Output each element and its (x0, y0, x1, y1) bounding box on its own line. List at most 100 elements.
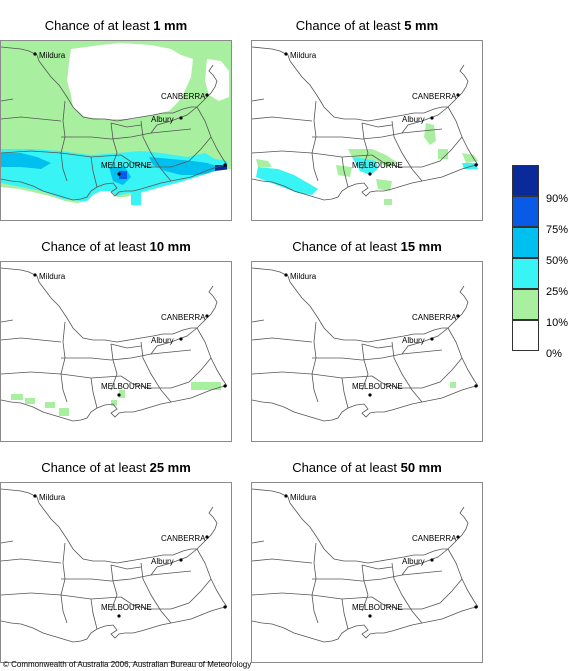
boundary-line (196, 106, 228, 166)
town-marker (33, 273, 37, 277)
boundary-line (110, 343, 118, 391)
town-marker (117, 172, 121, 176)
panel-title: Chance of at least 15 mm (292, 239, 442, 254)
town-marker (456, 314, 460, 318)
canberra-label: CANBERRA (161, 313, 206, 322)
melbourne-label: MELBOURNE (352, 603, 403, 612)
boundary-line (196, 506, 218, 550)
basemap: Mildura CANBERRA Albury MELBOURNE (1, 488, 228, 643)
town-marker (284, 494, 288, 498)
map-frame: Mildura CANBERRA Albury MELBOURNE (251, 261, 483, 442)
boundary-line (252, 319, 265, 323)
probability-area (256, 159, 272, 167)
boundary-line (90, 156, 98, 188)
boundary-line (61, 570, 192, 582)
boundary-line (252, 164, 479, 201)
probability-area (424, 123, 436, 145)
boundary-line (140, 120, 162, 170)
boundary-line (1, 385, 228, 422)
probability-area (384, 199, 392, 205)
boundary-line (252, 267, 291, 283)
boundary-line (1, 164, 228, 201)
boundary-line (196, 548, 228, 608)
boundary-line (281, 150, 373, 158)
map-frame: Mildura CANBERRA Albury MELBOURNE (251, 482, 483, 663)
boundary-line (311, 542, 317, 596)
probability-area (256, 167, 318, 195)
boundary-line (447, 64, 469, 108)
probability-area (111, 400, 117, 406)
boundary-line (30, 371, 122, 379)
boundary-line (60, 321, 66, 375)
boundary-line (196, 64, 218, 108)
boundary-line (1, 540, 14, 544)
town-marker (430, 337, 434, 341)
boundary-line (110, 564, 118, 612)
probability-area (11, 394, 23, 400)
boundary-line (196, 285, 218, 329)
boundary-line (252, 46, 291, 62)
probability-area (1, 169, 231, 220)
mildura-label: Mildura (39, 51, 66, 60)
legend-label-90: 90% (546, 193, 569, 205)
boundary-line (1, 116, 62, 122)
probability-area (131, 191, 141, 205)
melbourne-label: MELBOURNE (352, 382, 403, 391)
boundary-line (90, 598, 98, 630)
melbourne-label: MELBOURNE (101, 603, 152, 612)
legend-swatch-50 (512, 227, 539, 258)
town-marker (456, 93, 460, 97)
probability-area (215, 165, 227, 171)
boundary-line (401, 327, 449, 355)
boundary-line (61, 349, 192, 361)
legend-label-50: 50% (546, 255, 569, 267)
boundary-line (1, 337, 62, 343)
panel-title: Chance of at least 10 mm (41, 239, 191, 254)
probability-fill (450, 382, 456, 388)
boundary-line (1, 150, 32, 154)
boundary-line (150, 548, 198, 576)
boundary-line (38, 60, 197, 122)
boundary-line (311, 100, 317, 154)
canberra-label: CANBERRA (412, 534, 457, 543)
legend-swatch-10 (512, 289, 539, 320)
boundary-line (289, 60, 448, 122)
melbourne-label: MELBOURNE (101, 161, 152, 170)
boundary-line (361, 564, 369, 612)
boundary-line (60, 100, 66, 154)
boundary-line (140, 562, 162, 612)
boundary-line (252, 150, 283, 154)
boundary-line (311, 152, 319, 182)
boundary-line (401, 548, 449, 576)
boundary-line (341, 377, 349, 409)
town-marker (33, 494, 37, 498)
boundary-line (120, 136, 212, 168)
boundary-line (1, 46, 40, 62)
canberra-label: CANBERRA (161, 92, 206, 101)
map-frame: Mildura CANBERRA Albury MELBOURNE (251, 40, 483, 221)
probability-area (59, 408, 69, 416)
boundary-line (30, 150, 122, 158)
boundary-line (312, 128, 443, 140)
boundary-line (447, 106, 479, 166)
legend-label-75: 75% (546, 224, 569, 236)
boundary-line (61, 128, 192, 140)
mildura-label: Mildura (290, 51, 317, 60)
mildura-label: Mildura (39, 272, 66, 281)
boundary-line (38, 281, 197, 343)
boundary-line (110, 122, 142, 128)
boundary-line (447, 548, 479, 608)
boundary-line (110, 564, 142, 570)
boundary-line (371, 136, 463, 168)
boundary-line (252, 488, 291, 504)
boundary-line (120, 578, 212, 610)
albury-label: Albury (151, 557, 174, 566)
boundary-line (30, 592, 122, 600)
basemap: Mildura CANBERRA Albury MELBOURNE (252, 46, 479, 201)
probability-area (438, 149, 448, 159)
town-marker (456, 535, 460, 539)
boundary-line (341, 156, 349, 188)
probability-fill (256, 123, 478, 205)
town-marker (179, 337, 183, 341)
legend-swatch-75 (512, 196, 539, 227)
